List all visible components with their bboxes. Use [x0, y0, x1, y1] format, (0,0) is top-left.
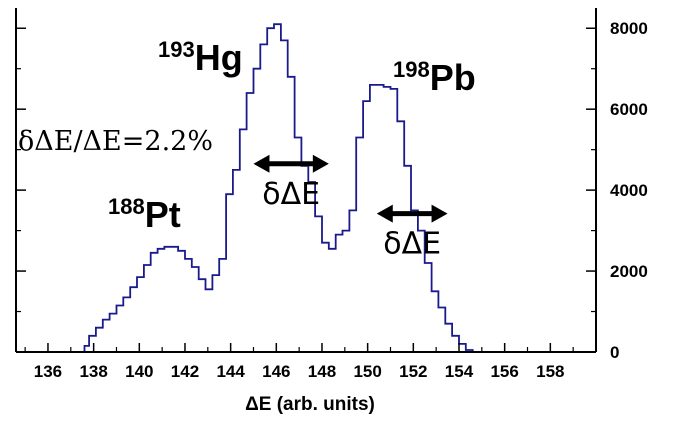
histogram-series: [16, 23, 596, 353]
peak-label-pb-element: Pb: [430, 57, 476, 98]
x-tick-label-158: 158: [536, 362, 564, 381]
y-axis: 0 2000 4000 6000 8000: [16, 19, 648, 362]
x-tick-label-146: 146: [262, 362, 290, 381]
peak-label-pt-mass: 188: [108, 194, 145, 219]
x-tick-label-150: 150: [353, 362, 381, 381]
fwhm-arrow-head-left-2: [376, 204, 393, 223]
fwhm-arrows: [253, 154, 448, 223]
fwhm-arrow-head-right-2: [431, 204, 448, 223]
peak-label-pb: 198Pb: [393, 57, 476, 98]
y-tick-label-4000: 4000: [610, 181, 648, 200]
resolution-label: δΔE/ΔE=2.2%: [18, 126, 213, 157]
fwhm-label-hg: δΔE: [262, 177, 320, 212]
x-axis: 136 138 140 142 144 146 148 150 152 154 156 158: [24, 343, 574, 381]
plot-frame: [15, 8, 597, 353]
x-axis-label: ΔE (arb. units): [245, 394, 375, 415]
fwhm-arrow-1: [253, 154, 329, 173]
x-tick-label-142: 142: [171, 362, 199, 381]
x-tick-label-144: 144: [216, 362, 245, 381]
x-tick-label-152: 152: [399, 362, 427, 381]
x-tick-label-154: 154: [445, 362, 474, 381]
y-tick-label-6000: 6000: [610, 100, 648, 119]
peak-label-pt: 188Pt: [108, 194, 181, 235]
fwhm-label-pb: δΔE: [383, 227, 441, 262]
x-tick-label-138: 138: [79, 362, 107, 381]
y-tick-label-0: 0: [610, 343, 619, 362]
x-tick-label-148: 148: [308, 362, 336, 381]
peak-label-hg-element: Hg: [195, 37, 243, 78]
y-tick-label-8000: 8000: [610, 19, 648, 38]
fwhm-arrow-2: [376, 204, 448, 223]
x-tick-label-156: 156: [490, 362, 518, 381]
peak-label-hg: 193Hg: [158, 37, 243, 78]
peak-label-pb-mass: 198: [393, 57, 430, 82]
y-tick-label-2000: 2000: [610, 262, 648, 281]
x-tick-label-136: 136: [34, 362, 62, 381]
peak-label-hg-mass: 193: [158, 37, 195, 62]
x-tick-label-140: 140: [125, 362, 153, 381]
peak-label-pt-element: Pt: [145, 194, 181, 235]
fwhm-arrow-head-left-1: [253, 154, 270, 173]
fwhm-arrow-head-right-1: [312, 154, 329, 173]
